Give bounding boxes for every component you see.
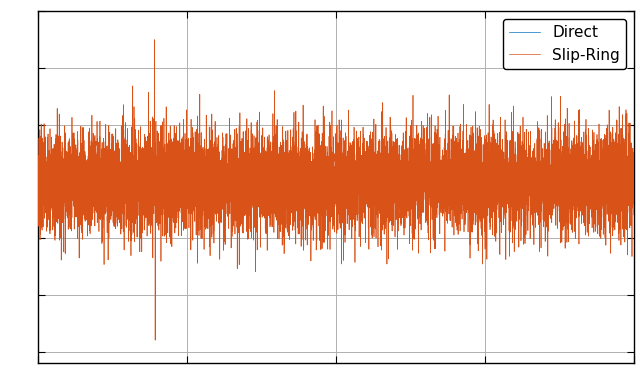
Legend: Direct, Slip-Ring: Direct, Slip-Ring — [503, 19, 626, 69]
Direct — [35, 177, 42, 181]
Slip-Ring — [151, 155, 159, 160]
Slip-Ring — [150, 37, 158, 42]
Direct — [60, 178, 67, 182]
Slip-Ring — [630, 212, 637, 217]
Slip-Ring — [35, 136, 42, 141]
Direct — [630, 176, 637, 181]
Direct — [207, 161, 214, 166]
Line: Direct: Direct — [38, 164, 634, 199]
Slip-Ring — [70, 130, 78, 135]
Slip-Ring — [60, 183, 67, 187]
Slip-Ring — [37, 225, 45, 230]
Slip-Ring — [598, 149, 606, 154]
Slip-Ring — [326, 208, 333, 212]
Direct — [37, 183, 45, 187]
Line: Slip-Ring: Slip-Ring — [38, 40, 634, 340]
Slip-Ring — [151, 338, 159, 342]
Direct — [616, 197, 624, 201]
Direct — [151, 180, 159, 184]
Direct — [598, 177, 606, 182]
Direct — [326, 176, 333, 181]
Direct — [70, 181, 78, 186]
